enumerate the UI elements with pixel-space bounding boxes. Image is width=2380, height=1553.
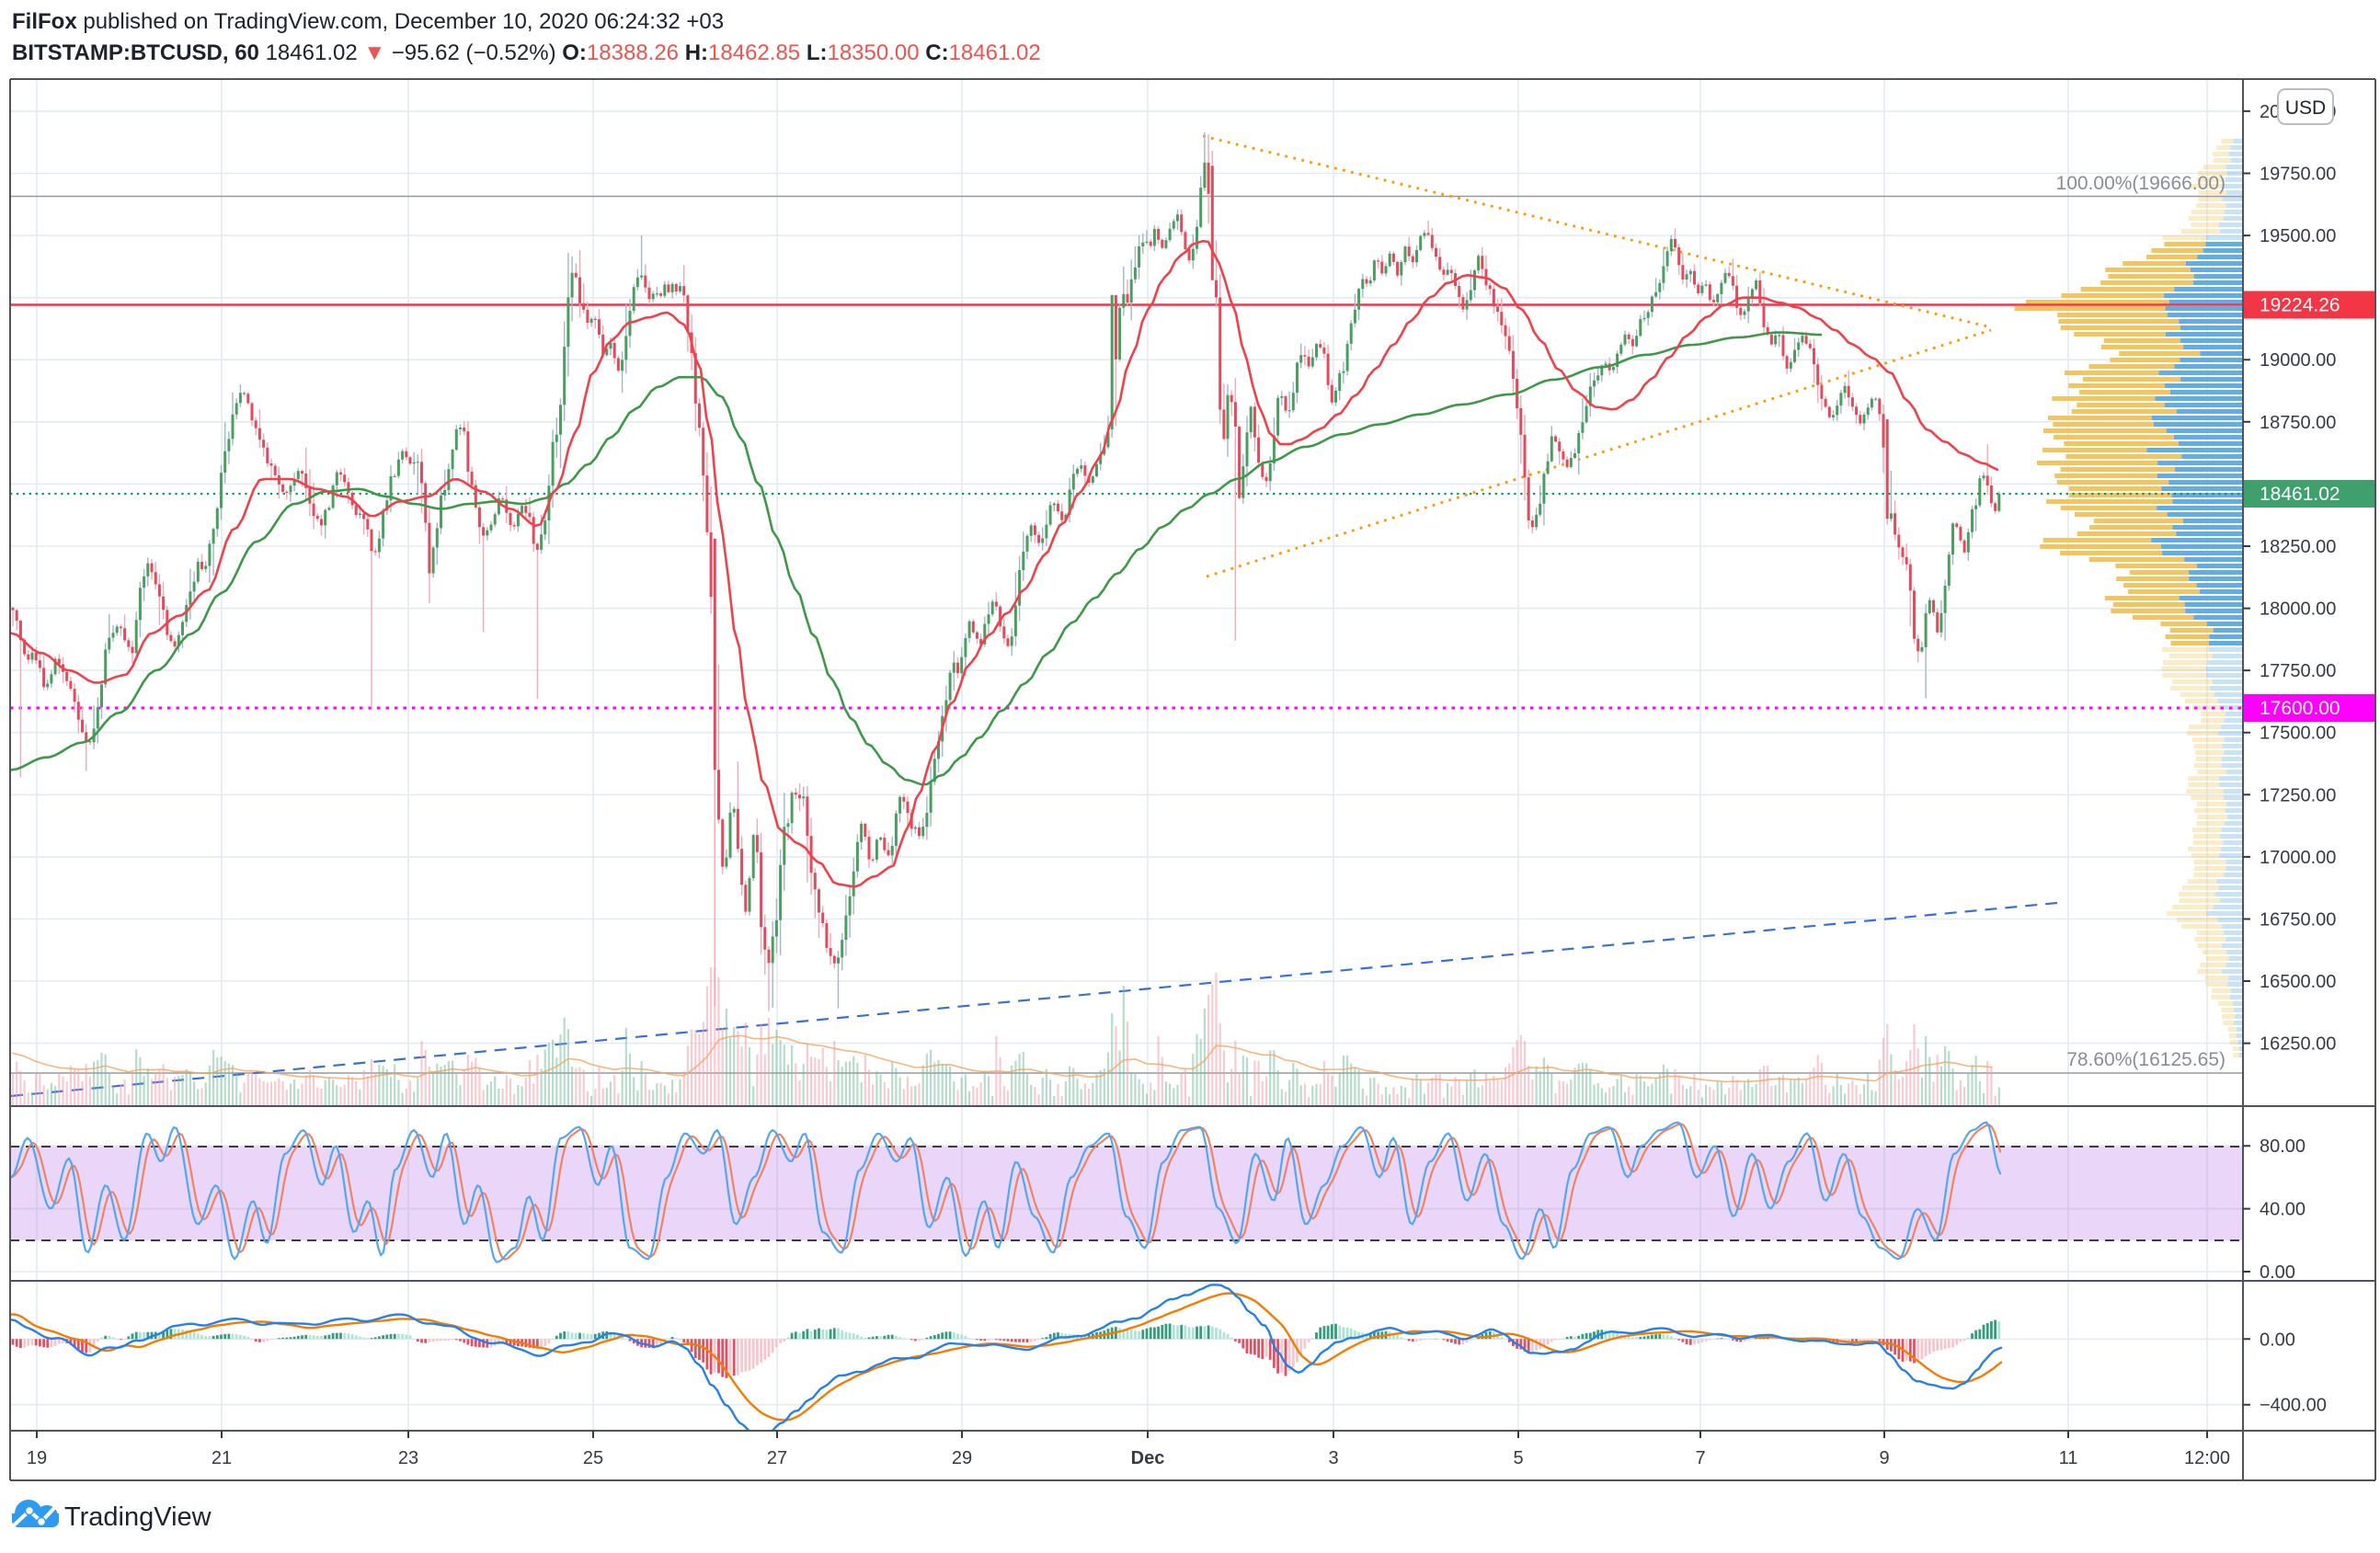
svg-text:TradingView: TradingView (64, 1502, 212, 1532)
svg-text:18750.00: 18750.00 (2260, 413, 2336, 433)
svg-text:0.00: 0.00 (2260, 1262, 2295, 1283)
svg-text:BITSTAMP:BTCUSD, 60 18461.02 ▼: BITSTAMP:BTCUSD, 60 18461.02 ▼ −95.62 (−… (12, 40, 1041, 65)
svg-text:100.00%(19666.00): 100.00%(19666.00) (2056, 173, 2226, 194)
svg-text:23: 23 (398, 1448, 418, 1468)
svg-text:18000.00: 18000.00 (2260, 600, 2336, 620)
svg-text:80.00: 80.00 (2260, 1136, 2306, 1157)
svg-text:27: 27 (767, 1448, 787, 1468)
svg-text:12:00: 12:00 (2184, 1448, 2230, 1468)
svg-text:19000.00: 19000.00 (2260, 350, 2336, 371)
svg-text:25: 25 (583, 1448, 603, 1468)
svg-text:19500.00: 19500.00 (2260, 226, 2336, 246)
svg-text:16500.00: 16500.00 (2260, 972, 2336, 992)
svg-text:FilFox published on TradingVie: FilFox published on TradingView.com, Dec… (12, 9, 724, 34)
svg-text:40.00: 40.00 (2260, 1200, 2306, 1220)
svg-text:USD: USD (2285, 97, 2326, 119)
svg-text:0.00: 0.00 (2260, 1330, 2295, 1350)
svg-text:7: 7 (1695, 1448, 1705, 1468)
svg-text:9: 9 (1879, 1448, 1889, 1468)
svg-text:29: 29 (952, 1448, 972, 1468)
svg-text:17750.00: 17750.00 (2260, 661, 2336, 681)
svg-text:17000.00: 17000.00 (2260, 848, 2336, 868)
svg-text:21: 21 (212, 1448, 232, 1468)
svg-text:16750.00: 16750.00 (2260, 910, 2336, 931)
svg-text:16250.00: 16250.00 (2260, 1034, 2336, 1055)
svg-text:78.60%(16125.65): 78.60%(16125.65) (2066, 1049, 2226, 1070)
svg-text:18250.00: 18250.00 (2260, 537, 2336, 557)
svg-text:−400.00: −400.00 (2260, 1396, 2327, 1416)
svg-text:5: 5 (1513, 1448, 1523, 1468)
svg-text:17600.00: 17600.00 (2260, 698, 2340, 719)
svg-text:3: 3 (1328, 1448, 1338, 1468)
svg-text:18461.02: 18461.02 (2260, 484, 2340, 505)
svg-text:Dec: Dec (1131, 1448, 1165, 1468)
svg-text:17250.00: 17250.00 (2260, 785, 2336, 805)
svg-text:19750.00: 19750.00 (2260, 165, 2336, 185)
svg-text:19: 19 (27, 1448, 47, 1468)
svg-text:19224.26: 19224.26 (2260, 295, 2340, 316)
svg-text:17500.00: 17500.00 (2260, 724, 2336, 744)
svg-text:11: 11 (2059, 1448, 2078, 1468)
